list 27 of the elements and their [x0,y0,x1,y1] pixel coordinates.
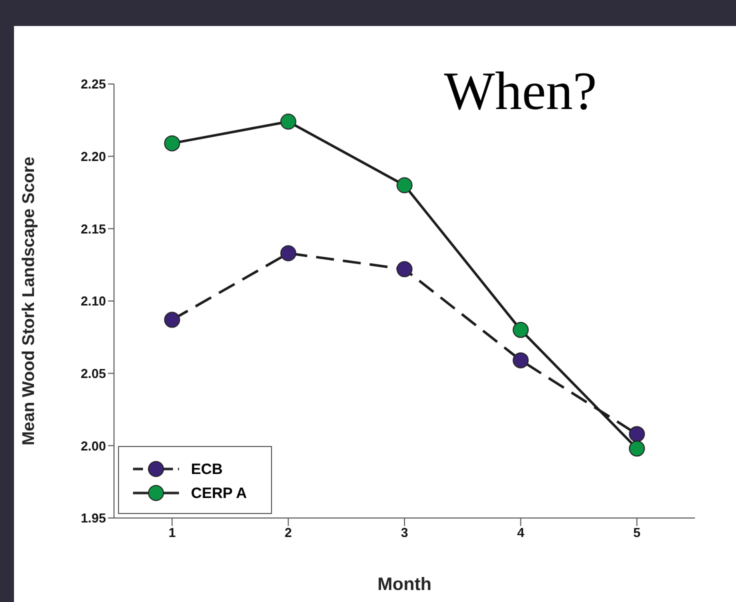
y-tick-label: 2.20 [80,148,106,164]
point [628,426,645,442]
x-tick-label: 4 [517,525,526,540]
point [280,245,296,262]
point [164,312,180,328]
point [396,261,412,278]
legend-label: ECB [191,460,223,478]
y-tick-label: 2.05 [80,366,106,381]
point [512,322,529,338]
legend-label: CERP A [191,484,247,502]
point [280,114,296,130]
chart-title: When? [444,61,597,121]
y-tick-label: 2.15 [80,221,106,236]
x-tick-label: 1 [168,525,176,540]
point [396,177,412,194]
x-tick-label: 2 [284,525,292,540]
y-tick-label: 1.95 [80,510,106,526]
point [512,352,529,368]
x-tick-label: 5 [633,525,641,540]
y-tick-label: 2.10 [80,294,106,309]
point [628,440,645,457]
y-tick-label: 2.25 [80,76,106,92]
y-tick-label: 2.00 [80,438,106,454]
x-axis-title: Month [378,574,432,594]
point [164,135,180,152]
x-tick-label: 3 [400,525,408,540]
y-axis-title: Mean Wood Stork Landscape Score [19,156,38,446]
